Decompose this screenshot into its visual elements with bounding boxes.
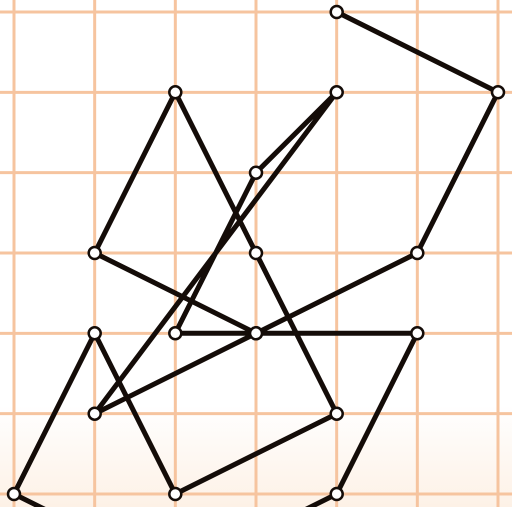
path-vertex [168, 486, 183, 502]
path-vertex [168, 85, 183, 100]
path-vertex [410, 326, 425, 341]
path-vertex [248, 165, 264, 180]
path-vertex [6, 486, 22, 502]
path-vertex [168, 326, 183, 341]
path-vertex [329, 406, 344, 421]
path-vertex [329, 85, 344, 100]
path-vertex [87, 406, 102, 421]
path-vertex [248, 326, 264, 341]
path-vertex [490, 85, 506, 100]
path-vertex [248, 245, 264, 261]
path-vertex [87, 245, 102, 261]
path-vertex [410, 245, 425, 261]
path-vertex [87, 326, 102, 341]
path-vertex [329, 486, 344, 502]
path-vertices [6, 4, 506, 502]
path-vertex [329, 4, 344, 20]
